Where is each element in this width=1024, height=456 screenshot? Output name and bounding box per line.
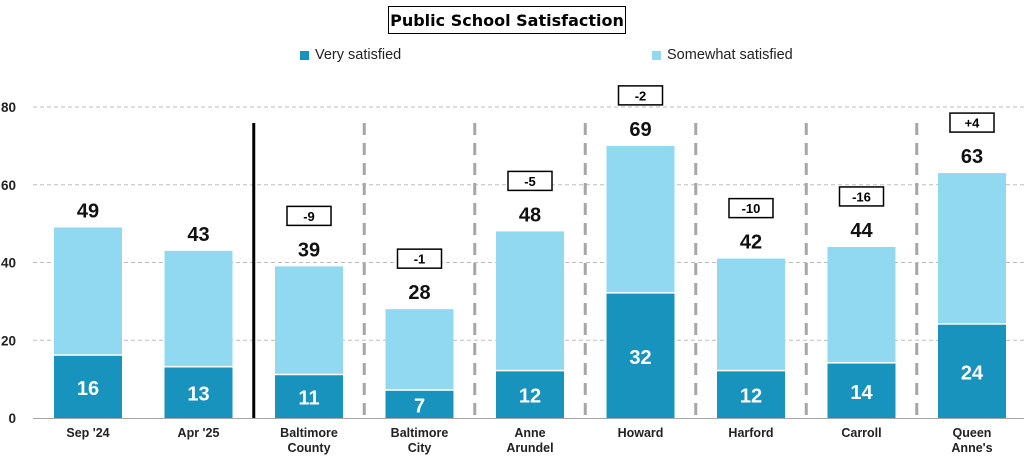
change-box bbox=[949, 112, 995, 133]
change-label: -5 bbox=[524, 174, 536, 189]
x-tick-label: Harford bbox=[728, 426, 773, 440]
y-tick-label: 40 bbox=[1, 256, 16, 271]
data-label-total: 43 bbox=[187, 224, 209, 246]
x-tick-label: Anne's bbox=[951, 441, 992, 455]
change-box bbox=[617, 85, 664, 106]
bar-very-satisfied bbox=[385, 390, 454, 418]
data-label-very-satisfied: 11 bbox=[298, 388, 319, 410]
bar-somewhat-satisfied bbox=[938, 173, 1006, 324]
bar-somewhat-satisfied bbox=[496, 231, 564, 370]
change-box bbox=[286, 205, 332, 227]
change-box bbox=[838, 186, 885, 207]
legend-somewhat-satisfied: Somewhat satisfied bbox=[652, 47, 793, 63]
bar-somewhat-satisfied bbox=[717, 258, 785, 370]
legend-swatch-somewhat bbox=[652, 50, 661, 60]
x-tick-label: Howard bbox=[618, 426, 664, 440]
x-tick-label: Sep '24 bbox=[66, 426, 109, 440]
bar-somewhat-satisfied bbox=[164, 250, 233, 366]
x-tick-label: County bbox=[287, 441, 330, 455]
change-box bbox=[728, 197, 774, 219]
chart-title: Public School Satisfaction bbox=[388, 6, 626, 34]
legend-very-satisfied: Very satisfied bbox=[300, 47, 401, 63]
bar-very-satisfied bbox=[275, 375, 343, 418]
bar-somewhat-satisfied bbox=[54, 227, 122, 355]
bar-very-satisfied bbox=[717, 371, 785, 418]
change-label: -10 bbox=[742, 201, 761, 216]
y-tick-label: 20 bbox=[1, 333, 16, 348]
data-label-very-satisfied: 14 bbox=[850, 382, 873, 404]
x-tick-label: Anne bbox=[514, 426, 545, 440]
bar-very-satisfied bbox=[54, 355, 122, 418]
data-label-total: 69 bbox=[629, 119, 651, 141]
data-label-total: 48 bbox=[519, 204, 541, 226]
data-label-total: 42 bbox=[740, 232, 762, 254]
change-label: +4 bbox=[965, 116, 981, 131]
bar-very-satisfied bbox=[827, 363, 896, 418]
x-tick-label: City bbox=[408, 441, 432, 455]
data-label-very-satisfied: 12 bbox=[740, 386, 762, 408]
data-label-total: 49 bbox=[77, 201, 99, 223]
data-label-very-satisfied: 24 bbox=[961, 362, 984, 384]
data-label-total: 28 bbox=[408, 282, 430, 304]
change-label: -1 bbox=[414, 252, 426, 267]
bar-somewhat-satisfied bbox=[827, 246, 896, 363]
data-label-very-satisfied: 13 bbox=[187, 384, 209, 406]
bar-somewhat-satisfied bbox=[385, 309, 454, 390]
bar-very-satisfied bbox=[164, 367, 233, 418]
legend-label-very: Very satisfied bbox=[315, 47, 402, 63]
data-label-total: 63 bbox=[961, 146, 983, 168]
x-tick-label: Carroll bbox=[841, 426, 881, 440]
legend-label-somewhat: Somewhat satisfied bbox=[667, 47, 793, 63]
x-tick-label: Baltimore bbox=[280, 426, 338, 440]
change-box bbox=[396, 248, 443, 269]
bar-somewhat-satisfied bbox=[275, 266, 343, 374]
x-tick-label: Baltimore bbox=[391, 426, 449, 440]
y-tick-label: 80 bbox=[1, 100, 16, 115]
y-tick-label: 0 bbox=[8, 411, 16, 426]
x-tick-label: Queen bbox=[953, 426, 992, 440]
change-box bbox=[507, 170, 553, 192]
change-label: -2 bbox=[635, 88, 647, 103]
data-label-very-satisfied: 12 bbox=[519, 386, 541, 408]
data-label-very-satisfied: 16 bbox=[77, 378, 99, 400]
legend-swatch-very bbox=[300, 50, 309, 60]
bar-somewhat-satisfied bbox=[606, 145, 675, 293]
bar-very-satisfied bbox=[606, 293, 675, 418]
change-label: -9 bbox=[303, 209, 315, 224]
y-tick-label: 60 bbox=[1, 178, 16, 193]
data-label-very-satisfied: 32 bbox=[629, 347, 651, 369]
change-label: -16 bbox=[852, 189, 871, 204]
x-tick-label: Arundel bbox=[506, 441, 553, 455]
x-tick-label: Apr '25 bbox=[178, 426, 220, 440]
data-label-total: 39 bbox=[298, 239, 320, 261]
data-label-very-satisfied: 7 bbox=[414, 395, 425, 417]
bar-very-satisfied bbox=[496, 371, 564, 418]
data-label-total: 44 bbox=[850, 220, 873, 242]
bar-very-satisfied bbox=[938, 324, 1006, 418]
